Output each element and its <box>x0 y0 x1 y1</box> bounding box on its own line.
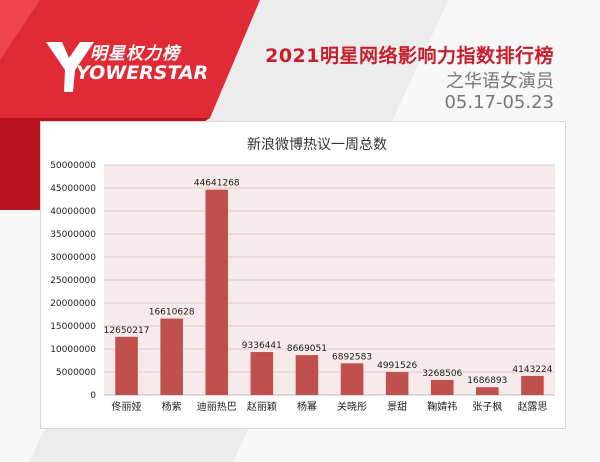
y-tick-label: 20000000 <box>50 299 96 309</box>
data-label: 44641268 <box>194 179 240 189</box>
brand-logo <box>44 36 214 96</box>
date-range: 05.17-05.23 <box>444 92 554 113</box>
data-label: 9336441 <box>242 341 282 351</box>
bar <box>250 352 274 395</box>
data-label: 16610628 <box>149 308 195 318</box>
x-tick-label: 关晓彤 <box>337 400 367 413</box>
bar <box>160 318 183 395</box>
bar <box>295 355 319 395</box>
data-label: 12650217 <box>104 326 150 336</box>
chart-title: 新浪微博热议一周总数 <box>247 136 387 153</box>
bar <box>340 363 364 395</box>
bar <box>430 379 454 395</box>
data-label: 4991526 <box>377 361 417 371</box>
x-tick-label: 杨紫 <box>162 400 182 413</box>
y-tick-label: 0 <box>90 391 96 401</box>
x-tick-label: 赵露思 <box>517 400 547 413</box>
y-tick-label: 40000000 <box>50 207 96 217</box>
x-tick-label: 景甜 <box>387 400 407 413</box>
y-tick-label: 50000000 <box>50 161 96 171</box>
x-tick-label: 杨幂 <box>297 400 317 413</box>
brand-cn-name: 明星权力榜 <box>90 44 180 64</box>
data-label: 1686893 <box>467 376 507 386</box>
y-tick-label: 30000000 <box>50 253 96 263</box>
x-tick-label: 迪丽热巴 <box>197 400 237 413</box>
y-tick-label: 35000000 <box>50 230 96 240</box>
logo-mark-icon <box>46 42 94 92</box>
data-label: 3268506 <box>422 369 462 379</box>
x-tick-label: 张子枫 <box>472 400 502 413</box>
y-tick-label: 15000000 <box>50 322 96 332</box>
data-label: 8669051 <box>287 344 327 354</box>
y-tick-label: 25000000 <box>50 276 96 286</box>
y-tick-label: 45000000 <box>50 184 96 194</box>
brand-en-name: YOWERSTAR <box>76 62 209 84</box>
bar <box>115 336 138 395</box>
x-tick-label: 佟丽娅 <box>112 400 142 413</box>
page-title: 2021明星网络影响力指数排行榜 <box>265 45 554 67</box>
data-label: 4143224 <box>512 365 552 375</box>
page-subtitle: 之华语女演员 <box>446 71 554 92</box>
bar <box>205 189 229 395</box>
x-tick-label: 鞠婧祎 <box>427 400 457 413</box>
bar <box>476 387 499 395</box>
bar <box>521 375 544 395</box>
bar <box>385 372 409 395</box>
y-tick-label: 5000000 <box>56 368 96 378</box>
data-label: 6892583 <box>332 352 372 362</box>
x-tick-label: 赵丽颖 <box>247 400 277 413</box>
y-tick-label: 10000000 <box>50 345 96 355</box>
